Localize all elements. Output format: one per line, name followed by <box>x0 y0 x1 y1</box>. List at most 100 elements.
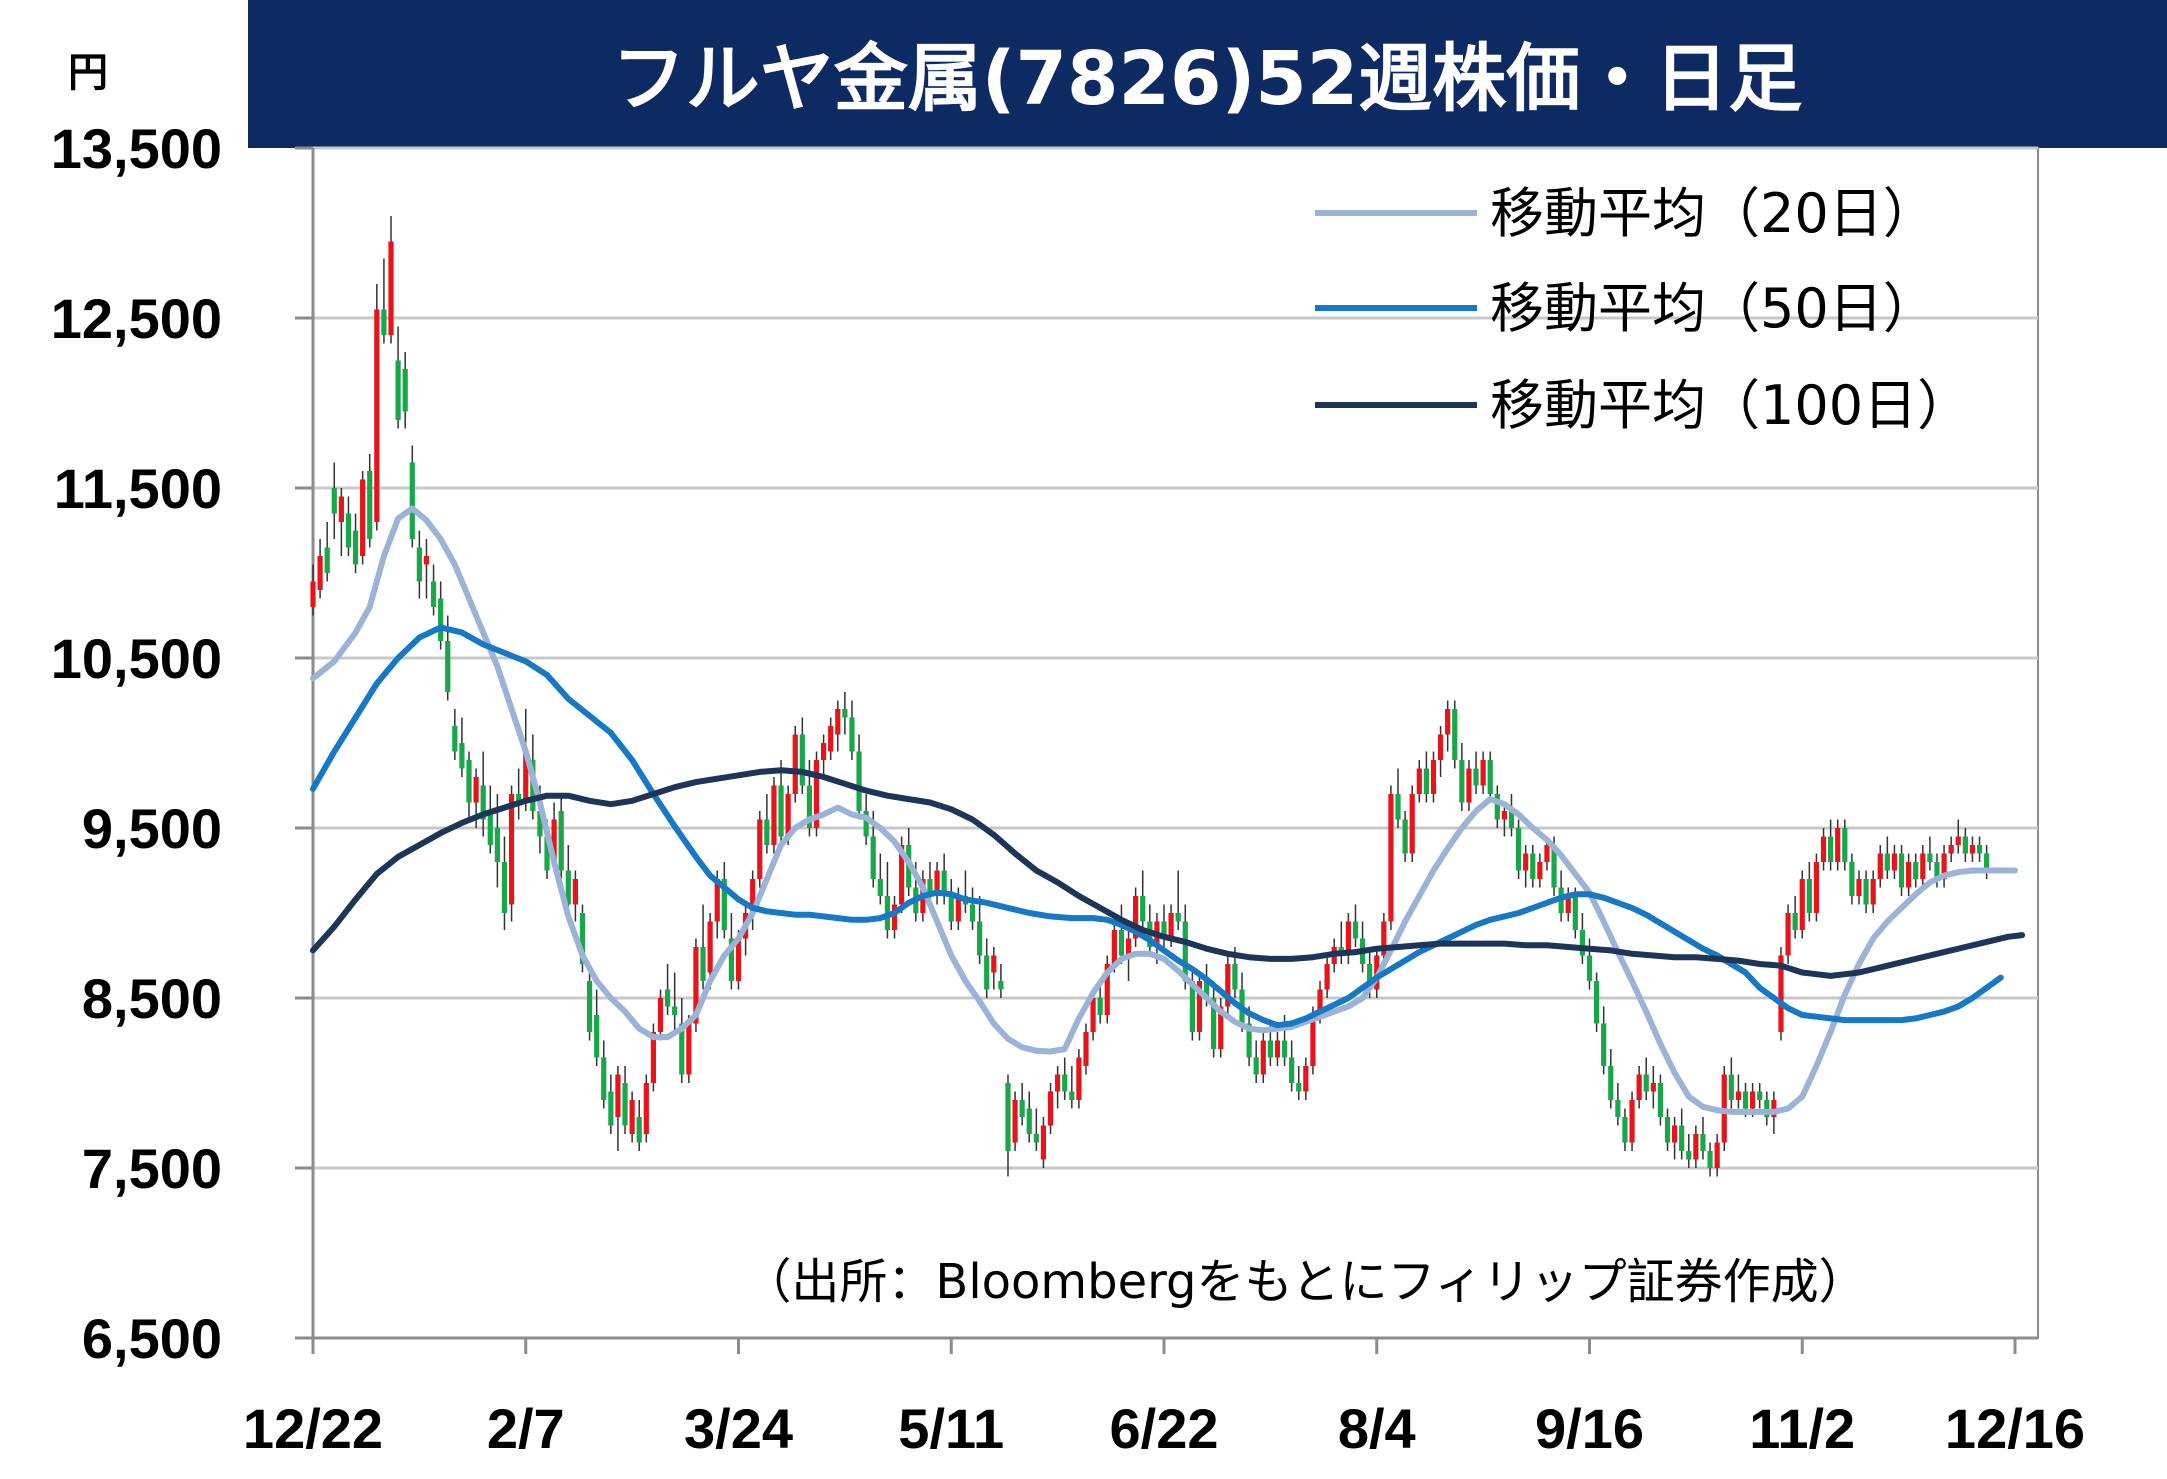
candle-down <box>1161 921 1167 939</box>
candle-up <box>1480 760 1486 786</box>
candle-up <box>338 496 344 522</box>
candle-down <box>1863 879 1869 905</box>
candle-down <box>1494 794 1500 820</box>
x-tick-label: 8/4 <box>1338 1397 1416 1460</box>
candle-down <box>1664 1117 1671 1143</box>
candle-down <box>948 896 954 922</box>
candle-down <box>586 981 593 1032</box>
candle-up <box>813 760 820 828</box>
candle-down <box>1402 819 1408 854</box>
y-tick-label: 7,500 <box>82 1137 222 1200</box>
x-axis-tick-labels: 12/22 2/7 3/24 5/11 6/22 8/4 9/16 11/2 12/16 <box>243 1397 2085 1460</box>
candle-down <box>1118 930 1125 956</box>
candle-down <box>409 462 415 539</box>
candle-down <box>1175 913 1181 922</box>
candle-down <box>806 785 813 828</box>
candle-down <box>764 819 770 845</box>
candle-down <box>1962 836 1968 854</box>
candle-down <box>445 641 451 692</box>
candle-down <box>331 488 337 514</box>
candle-down <box>1728 1074 1734 1100</box>
x-tick-label: 11/2 <box>1749 1397 1855 1460</box>
candle-up <box>1906 862 1912 888</box>
candle-down <box>1452 709 1458 760</box>
candle-down <box>537 811 543 837</box>
candle-up <box>1040 1125 1047 1160</box>
candle-down <box>352 530 359 565</box>
candle-up <box>1317 989 1323 1015</box>
candle-down <box>1984 853 1990 871</box>
candle-up <box>423 556 430 565</box>
candle-up <box>551 819 557 862</box>
candle-down <box>672 1006 678 1015</box>
candle-down <box>1551 845 1557 888</box>
candle-down <box>664 989 671 1007</box>
ma50-line <box>310 624 2004 1029</box>
candle-up <box>934 870 940 896</box>
candle-up <box>1083 1032 1089 1066</box>
candle-down <box>452 726 458 752</box>
legend-label-ma20: 移動平均（20日） <box>1490 182 1937 245</box>
x-tick-label: 12/16 <box>1945 1397 2085 1460</box>
candle-down <box>558 811 564 871</box>
candle-up <box>1345 921 1351 956</box>
candle-up <box>1941 853 1947 879</box>
candle-down <box>679 1023 685 1075</box>
candle-down <box>977 921 983 956</box>
candle-down <box>367 471 373 539</box>
candle-down <box>1927 853 1933 862</box>
x-tick-label: 12/22 <box>243 1397 383 1460</box>
candle-up <box>735 938 742 981</box>
candle-up <box>707 921 713 973</box>
candle-down <box>1253 1057 1259 1075</box>
candle-up <box>1168 913 1174 939</box>
candle-down <box>544 836 550 871</box>
candle-up <box>1388 794 1394 922</box>
candle-down <box>1026 1108 1032 1134</box>
candle-up <box>615 1074 621 1117</box>
candle-up <box>1629 1100 1635 1143</box>
candle-down <box>1203 981 1210 998</box>
candle-down <box>1976 845 1983 854</box>
candle-up <box>1523 853 1529 871</box>
candle-down <box>395 360 401 420</box>
candle-up <box>1090 998 1096 1032</box>
candle-up <box>1877 853 1883 879</box>
candle-down <box>594 1015 600 1058</box>
candle-down <box>324 547 330 573</box>
candle-up <box>785 794 791 837</box>
candle-down <box>721 879 727 930</box>
candle-down <box>984 955 990 990</box>
candle-up <box>955 896 961 922</box>
candle-down <box>1934 862 1940 879</box>
candle-down <box>636 1117 642 1143</box>
candle-up <box>693 947 699 1024</box>
candle-down <box>1530 853 1536 879</box>
candle-up <box>1274 1040 1281 1058</box>
candle-down <box>1296 1083 1302 1092</box>
candle-down <box>1742 1091 1749 1109</box>
candle-up <box>1416 768 1422 794</box>
candle-down <box>622 1083 628 1126</box>
candle-down <box>1182 921 1188 981</box>
candle-up <box>899 845 905 905</box>
candle-down <box>381 309 387 335</box>
candle-down <box>1601 1023 1607 1066</box>
axes <box>295 148 2038 1354</box>
candle-down <box>969 904 976 922</box>
candle-down <box>877 879 883 896</box>
candle-up <box>317 556 323 590</box>
y-tick-label: 11,500 <box>54 457 222 520</box>
y-axis-tick-labels: 6,500 7,500 8,500 9,500 10,500 11,500 12,500 13… <box>51 117 222 1370</box>
y-tick-label: 12,500 <box>51 287 222 350</box>
candle-up <box>835 709 841 735</box>
y-unit-label: 円 <box>68 50 108 96</box>
candle-up <box>1012 1100 1018 1143</box>
legend-label-ma50: 移動平均（50日） <box>1490 277 1937 340</box>
candle-up <box>1445 709 1451 735</box>
candle-down <box>1281 1040 1288 1058</box>
candle-down <box>1019 1100 1025 1117</box>
candle-down <box>1757 1091 1763 1100</box>
candle-up <box>473 777 479 803</box>
candle-down <box>1367 964 1373 990</box>
